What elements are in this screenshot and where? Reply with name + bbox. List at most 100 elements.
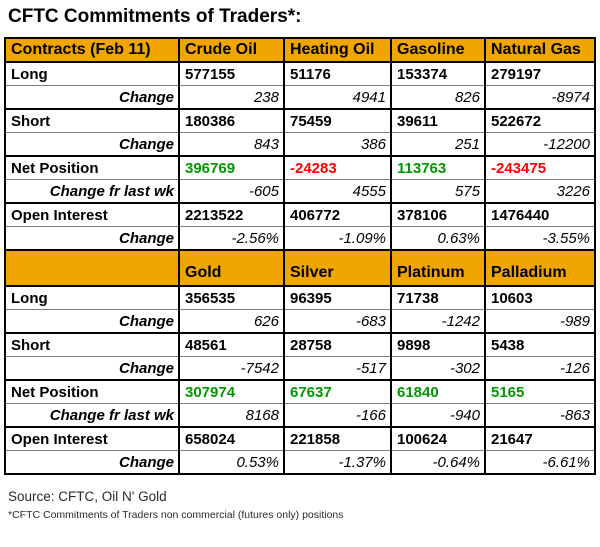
table-row: Change 0.53% -1.37% -0.64% -6.61% <box>5 450 595 474</box>
table-row: Net Position 307974 67637 61840 5165 <box>5 379 595 404</box>
cell-value: 826 <box>390 85 485 109</box>
column-header: Natural Gas <box>484 37 595 62</box>
table-row: Long 577155 51176 153374 279197 <box>5 61 595 86</box>
cell-value: 843 <box>178 132 284 156</box>
table-row: Change 238 4941 826 -8974 <box>5 85 595 109</box>
table-row: Change 626 -683 -1242 -989 <box>5 309 595 333</box>
cell-value: -0.64% <box>390 450 485 474</box>
row-label: Net Position <box>5 379 179 404</box>
row-label: Change <box>5 85 179 109</box>
cell-value: 307974 <box>178 379 284 404</box>
row-label: Net Position <box>5 155 179 180</box>
cell-value: 4941 <box>283 85 391 109</box>
row-label: Change <box>5 226 179 250</box>
row-label: Open Interest <box>5 426 179 451</box>
cell-value: 5165 <box>484 379 595 404</box>
cell-value: 575 <box>390 179 485 203</box>
cell-value: -863 <box>484 403 595 427</box>
table-row: Long 356535 96395 71738 10603 <box>5 285 595 310</box>
cell-value: -2.56% <box>178 226 284 250</box>
cell-value: 21647 <box>484 426 595 451</box>
cell-value: 39611 <box>390 108 485 133</box>
cell-value: 113763 <box>390 155 485 180</box>
table-row: Short 48561 28758 9898 5438 <box>5 332 595 357</box>
cell-value: 2213522 <box>178 202 284 227</box>
table-row: Change 843 386 251 -12200 <box>5 132 595 156</box>
cell-value: 406772 <box>283 202 391 227</box>
column-header: Contracts (Feb 11) <box>5 37 179 62</box>
column-header: Crude Oil <box>178 37 284 62</box>
cell-value: 251 <box>390 132 485 156</box>
table-row: Change fr last wk -605 4555 575 3226 <box>5 179 595 203</box>
cell-value: 48561 <box>178 332 284 357</box>
cell-value: 8168 <box>178 403 284 427</box>
cell-value: 658024 <box>178 426 284 451</box>
table-row: Net Position 396769 -24283 113763 -243475 <box>5 155 595 180</box>
cell-value: -683 <box>283 309 391 333</box>
cell-value: -302 <box>390 356 485 380</box>
cell-value: 378106 <box>390 202 485 227</box>
column-header <box>5 249 179 286</box>
cell-value: 67637 <box>283 379 391 404</box>
cell-value: 386 <box>283 132 391 156</box>
cell-value: -605 <box>178 179 284 203</box>
cell-value: -8974 <box>484 85 595 109</box>
column-header: Platinum <box>390 249 485 286</box>
table-row: Change -7542 -517 -302 -126 <box>5 356 595 380</box>
table-row: Open Interest 2213522 406772 378106 1476440 <box>5 202 595 227</box>
column-header: Gasoline <box>390 37 485 62</box>
row-label: Change fr last wk <box>5 179 179 203</box>
cell-value: 626 <box>178 309 284 333</box>
cell-value: 75459 <box>283 108 391 133</box>
header-row: Contracts (Feb 11) Crude Oil Heating Oil Ga… <box>5 37 595 62</box>
cell-value: 71738 <box>390 285 485 310</box>
row-label: Long <box>5 61 179 86</box>
cell-value: 3226 <box>484 179 595 203</box>
cell-value: -126 <box>484 356 595 380</box>
cell-value: -517 <box>283 356 391 380</box>
cell-value: 356535 <box>178 285 284 310</box>
table-row: Short 180386 75459 39611 522672 <box>5 108 595 133</box>
cell-value: 221858 <box>283 426 391 451</box>
cell-value: 279197 <box>484 61 595 86</box>
cell-value: 1476440 <box>484 202 595 227</box>
row-label: Change <box>5 309 179 333</box>
row-label: Long <box>5 285 179 310</box>
cot-table: Contracts (Feb 11) Crude Oil Heating Oil Ga… <box>4 37 596 475</box>
cell-value: -1.09% <box>283 226 391 250</box>
cell-value: -166 <box>283 403 391 427</box>
cell-value: 577155 <box>178 61 284 86</box>
cell-value: -940 <box>390 403 485 427</box>
row-label: Open Interest <box>5 202 179 227</box>
cell-value: -3.55% <box>484 226 595 250</box>
cell-value: -1242 <box>390 309 485 333</box>
cell-value: -243475 <box>484 155 595 180</box>
column-header: Palladium <box>484 249 595 286</box>
column-header: Silver <box>283 249 391 286</box>
cell-value: -12200 <box>484 132 595 156</box>
cell-value: 396769 <box>178 155 284 180</box>
cell-value: -24283 <box>283 155 391 180</box>
table-row: Open Interest 658024 221858 100624 21647 <box>5 426 595 451</box>
cell-value: 522672 <box>484 108 595 133</box>
cell-value: -989 <box>484 309 595 333</box>
page-title: CFTC Commitments of Traders*: <box>8 6 302 27</box>
cell-value: 180386 <box>178 108 284 133</box>
cell-value: 238 <box>178 85 284 109</box>
cell-value: 9898 <box>390 332 485 357</box>
cell-value: -7542 <box>178 356 284 380</box>
cell-value: 51176 <box>283 61 391 86</box>
cell-value: 153374 <box>390 61 485 86</box>
row-label: Change <box>5 450 179 474</box>
table-row: Change fr last wk 8168 -166 -940 -863 <box>5 403 595 427</box>
footnote-text: *CFTC Commitments of Traders non commerc… <box>8 509 344 521</box>
row-label: Change <box>5 132 179 156</box>
column-header: Gold <box>178 249 284 286</box>
cell-value: 28758 <box>283 332 391 357</box>
source-text: Source: CFTC, Oil N' Gold <box>8 489 167 504</box>
row-label: Short <box>5 108 179 133</box>
cell-value: 10603 <box>484 285 595 310</box>
row-label: Change <box>5 356 179 380</box>
row-label: Change fr last wk <box>5 403 179 427</box>
